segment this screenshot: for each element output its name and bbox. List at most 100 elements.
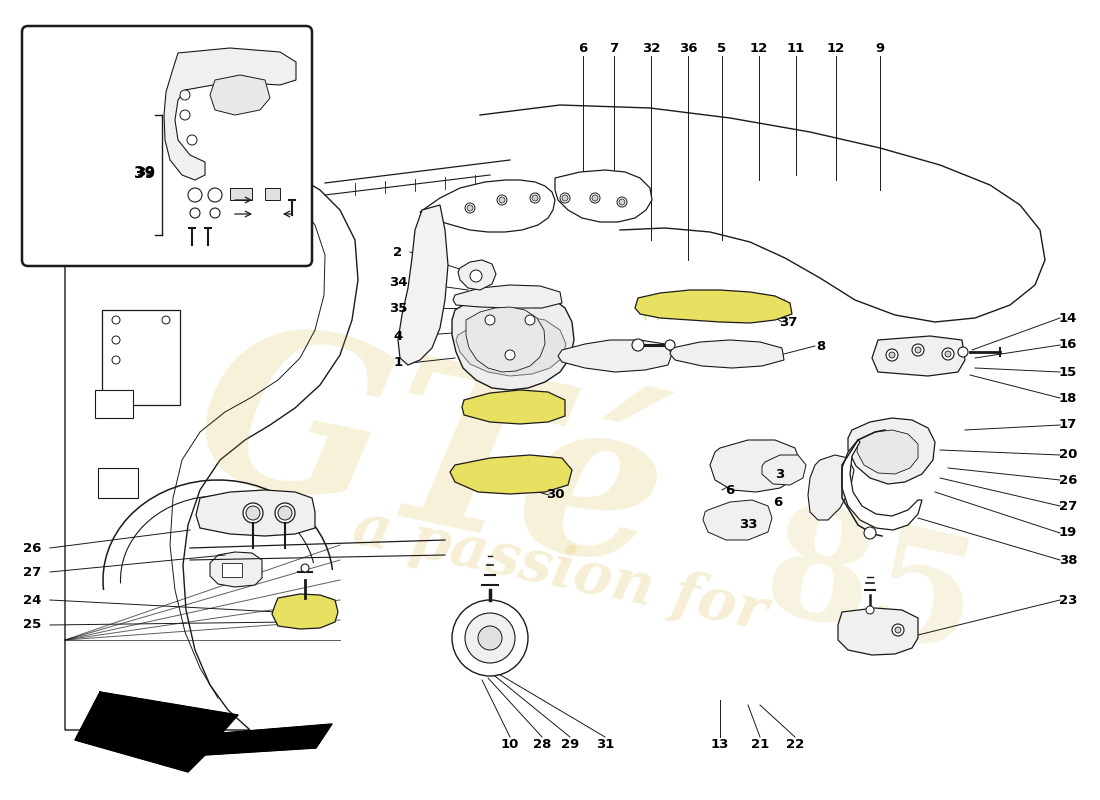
Polygon shape xyxy=(842,440,922,530)
Circle shape xyxy=(275,503,295,523)
Circle shape xyxy=(243,503,263,523)
Circle shape xyxy=(915,347,921,353)
Text: 19: 19 xyxy=(1059,526,1077,539)
Polygon shape xyxy=(857,430,918,474)
Text: 17: 17 xyxy=(1059,418,1077,431)
Text: 4: 4 xyxy=(394,330,403,342)
Text: 32: 32 xyxy=(641,42,660,54)
Text: 20: 20 xyxy=(1059,449,1077,462)
Polygon shape xyxy=(452,290,574,390)
Text: 11: 11 xyxy=(786,42,805,54)
Polygon shape xyxy=(458,260,496,290)
Polygon shape xyxy=(65,158,358,730)
Text: 85: 85 xyxy=(750,495,989,685)
Text: 6: 6 xyxy=(725,483,735,497)
Text: 2: 2 xyxy=(394,246,403,258)
Text: 7: 7 xyxy=(609,42,618,54)
Text: 18: 18 xyxy=(1059,391,1077,405)
Circle shape xyxy=(190,208,200,218)
Circle shape xyxy=(886,349,898,361)
Text: 26: 26 xyxy=(1059,474,1077,486)
Text: 6: 6 xyxy=(773,497,782,510)
Polygon shape xyxy=(848,418,935,484)
Polygon shape xyxy=(453,285,562,308)
Bar xyxy=(230,188,252,200)
Circle shape xyxy=(485,315,495,325)
Text: 35: 35 xyxy=(388,302,407,314)
Text: 3: 3 xyxy=(776,469,784,482)
Circle shape xyxy=(666,340,675,350)
Circle shape xyxy=(619,199,625,205)
Polygon shape xyxy=(556,170,652,222)
Circle shape xyxy=(525,315,535,325)
FancyBboxPatch shape xyxy=(22,26,312,266)
Polygon shape xyxy=(164,48,296,180)
Circle shape xyxy=(864,527,876,539)
Text: 39: 39 xyxy=(134,166,155,181)
Circle shape xyxy=(895,627,901,633)
Polygon shape xyxy=(635,290,792,323)
Text: 31: 31 xyxy=(596,738,614,751)
Polygon shape xyxy=(196,490,315,536)
Polygon shape xyxy=(210,75,270,115)
Text: 16: 16 xyxy=(1059,338,1077,351)
Circle shape xyxy=(162,316,170,324)
Circle shape xyxy=(470,270,482,282)
Text: 29: 29 xyxy=(561,738,579,751)
Text: 28: 28 xyxy=(532,738,551,751)
Circle shape xyxy=(278,506,292,520)
Polygon shape xyxy=(558,340,672,372)
Circle shape xyxy=(208,188,222,202)
Circle shape xyxy=(180,90,190,100)
Bar xyxy=(98,468,138,498)
Text: 26: 26 xyxy=(23,542,41,554)
Circle shape xyxy=(912,344,924,356)
Circle shape xyxy=(468,205,473,211)
Circle shape xyxy=(452,600,528,676)
Circle shape xyxy=(301,564,309,572)
Text: a passion for: a passion for xyxy=(348,498,772,642)
Circle shape xyxy=(112,336,120,344)
Text: 5: 5 xyxy=(717,42,727,54)
Circle shape xyxy=(945,351,952,357)
Circle shape xyxy=(246,506,260,520)
Text: 39: 39 xyxy=(135,166,154,179)
Circle shape xyxy=(866,606,874,614)
Polygon shape xyxy=(670,340,784,368)
Text: 33: 33 xyxy=(739,518,757,531)
Text: 15: 15 xyxy=(1059,366,1077,378)
Text: 38: 38 xyxy=(1058,554,1077,566)
Text: 8: 8 xyxy=(816,339,826,353)
Text: 23: 23 xyxy=(1059,594,1077,606)
Bar xyxy=(265,188,280,200)
Bar xyxy=(102,310,180,405)
Text: 24: 24 xyxy=(23,594,41,606)
Circle shape xyxy=(560,193,570,203)
Circle shape xyxy=(532,195,538,201)
Text: 13: 13 xyxy=(711,738,729,751)
Circle shape xyxy=(112,356,120,364)
Polygon shape xyxy=(456,316,566,376)
Circle shape xyxy=(210,208,220,218)
Circle shape xyxy=(590,193,600,203)
Circle shape xyxy=(188,188,202,202)
Circle shape xyxy=(499,197,505,203)
Circle shape xyxy=(465,203,475,213)
Polygon shape xyxy=(808,455,854,520)
Circle shape xyxy=(889,352,895,358)
Text: 30: 30 xyxy=(546,489,564,502)
Text: 27: 27 xyxy=(23,566,41,578)
Text: 25: 25 xyxy=(23,618,41,631)
Circle shape xyxy=(562,195,568,201)
Text: 9: 9 xyxy=(876,42,884,54)
Bar xyxy=(222,563,242,577)
Circle shape xyxy=(478,626,502,650)
Circle shape xyxy=(632,339,644,351)
Polygon shape xyxy=(272,594,338,629)
Polygon shape xyxy=(210,552,262,587)
Text: 34: 34 xyxy=(388,275,407,289)
Polygon shape xyxy=(710,440,800,492)
Circle shape xyxy=(505,350,515,360)
Text: 12: 12 xyxy=(750,42,768,54)
Text: 12: 12 xyxy=(827,42,845,54)
